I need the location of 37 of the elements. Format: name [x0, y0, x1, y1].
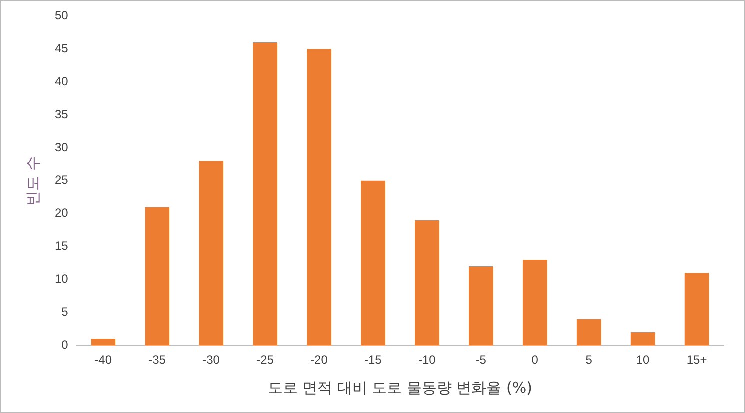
x-tick-label: -5: [476, 353, 487, 368]
bar: [576, 319, 602, 346]
bar: [307, 49, 332, 346]
y-tick-label: 20: [54, 206, 69, 220]
x-tick-label: -20: [310, 353, 328, 368]
y-tick-label: 40: [54, 74, 69, 88]
x-tick-label: -40: [94, 353, 112, 368]
y-tick-label: 50: [54, 8, 69, 23]
y-tick-label: 5: [62, 304, 69, 319]
x-tick-label: -35: [148, 353, 166, 368]
bar: [415, 220, 440, 346]
y-tick-label: 30: [54, 140, 69, 154]
x-tick-label: 0: [532, 353, 539, 368]
bar: [145, 207, 170, 346]
x-tick-label: -25: [256, 353, 274, 368]
y-tick-label: 10: [54, 272, 69, 286]
bar: [684, 273, 710, 346]
x-tick-label: 10: [636, 353, 650, 368]
y-tick-label: 35: [54, 107, 69, 122]
x-axis-title: 도로 면적 대비 도로 물동량 변화율 (%): [268, 378, 532, 397]
bar: [468, 266, 494, 346]
y-tick-label: 15: [54, 239, 69, 254]
y-axis-title: 빈도 수: [24, 156, 42, 206]
x-tick-label: 15+: [686, 353, 708, 368]
bar: [199, 161, 224, 346]
bar: [253, 42, 278, 346]
bar: [522, 260, 548, 346]
y-tick-label: 25: [54, 173, 69, 188]
y-tick-label: 45: [54, 41, 69, 56]
bar: [361, 180, 386, 346]
bar: [630, 332, 656, 346]
y-tick-label: 0: [62, 338, 69, 352]
bar: [91, 339, 116, 346]
x-tick-label: -15: [364, 353, 382, 368]
x-tick-label: 5: [586, 353, 593, 368]
x-tick-label: -10: [418, 353, 436, 368]
x-tick-label: -30: [202, 353, 220, 368]
